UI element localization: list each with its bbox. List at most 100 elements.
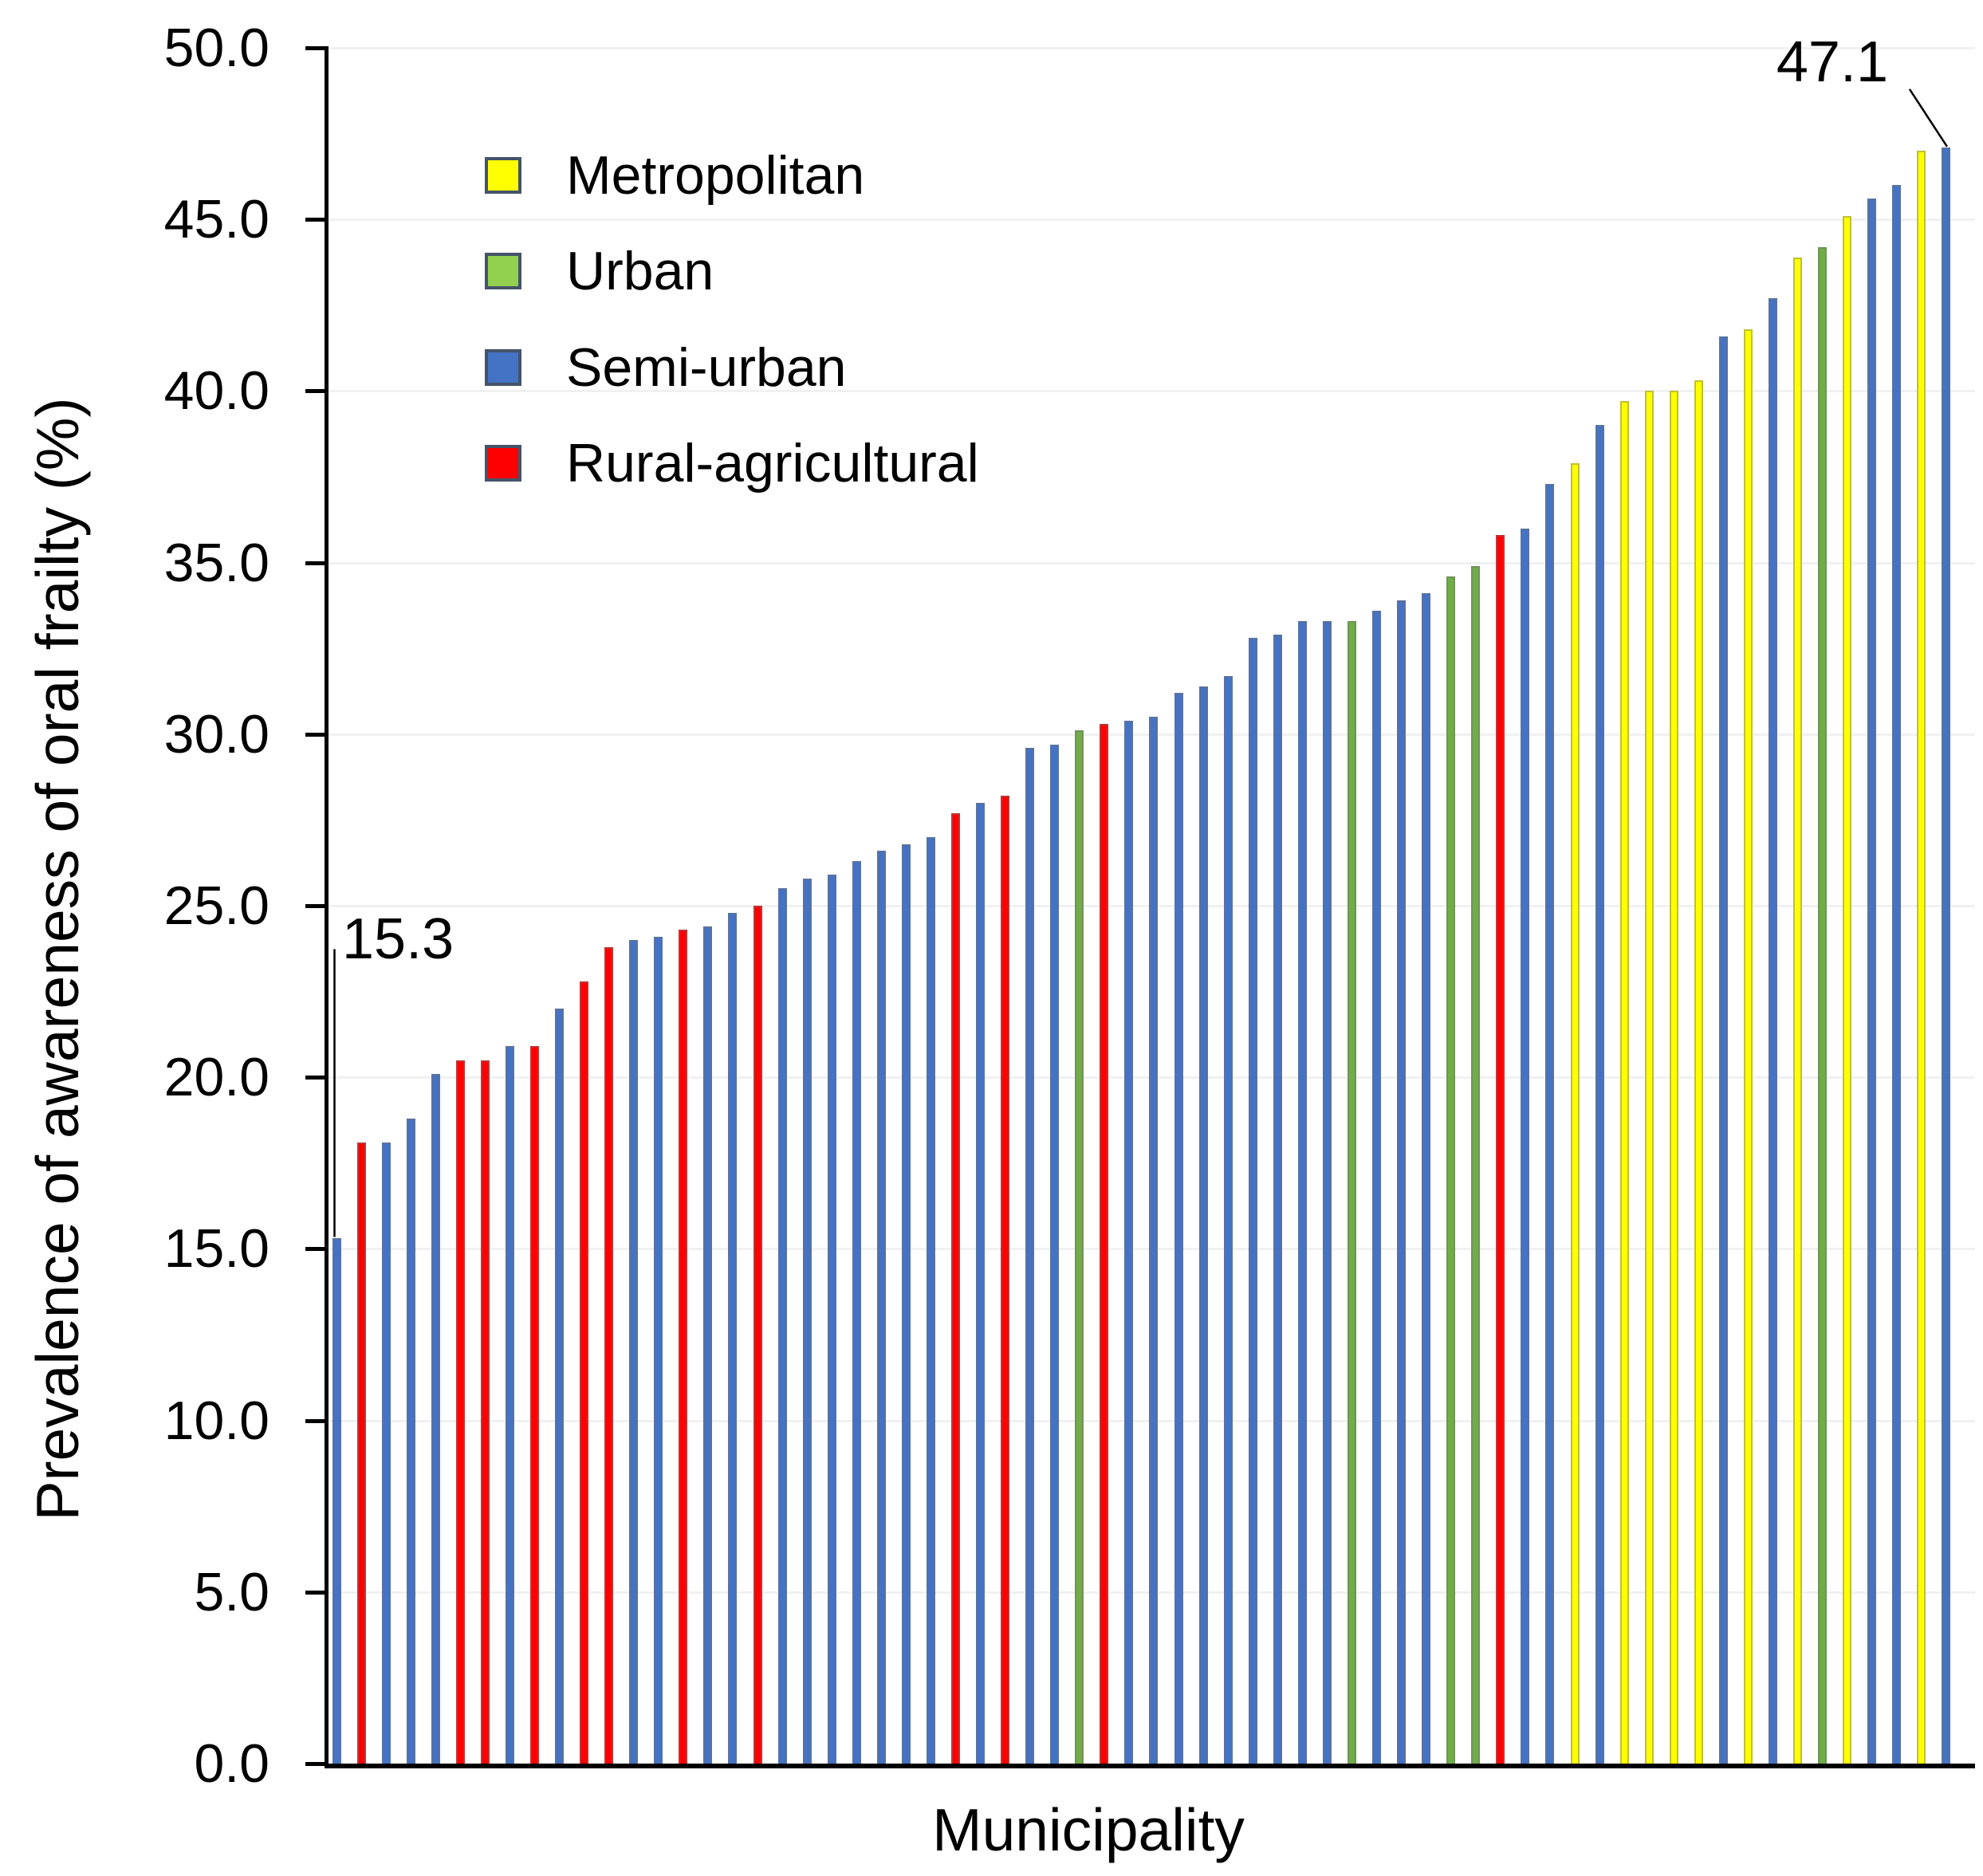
- y-axis-tick: [305, 218, 326, 222]
- bar-25-semi-urban: [926, 836, 935, 1764]
- data-label-47.1: 47.1: [1776, 29, 1889, 94]
- bar-46-urban: [1446, 576, 1456, 1764]
- y-axis-tick: [305, 1247, 326, 1252]
- legend-item-rural-agricultural: Rural-agricultural: [485, 436, 979, 490]
- bar-59-semi-urban: [1768, 298, 1777, 1764]
- bar-17-semi-urban: [728, 912, 738, 1764]
- bar-34-semi-urban: [1149, 717, 1159, 1764]
- bar-56-metropolitan: [1694, 380, 1703, 1764]
- bar-11-rural-agricultural: [580, 981, 589, 1764]
- bar-5-semi-urban: [431, 1073, 440, 1764]
- x-axis-line: [325, 1764, 1975, 1768]
- bar-6-rural-agricultural: [455, 1060, 465, 1764]
- bar-4-semi-urban: [406, 1118, 415, 1764]
- data-label-15.3: 15.3: [342, 907, 454, 972]
- bar-60-metropolitan: [1793, 257, 1803, 1764]
- bar-48-rural-agricultural: [1496, 535, 1505, 1764]
- bar-65-metropolitan: [1917, 151, 1926, 1764]
- bar-30-semi-urban: [1050, 744, 1060, 1764]
- bar-47-urban: [1471, 565, 1481, 1764]
- bar-7-rural-agricultural: [480, 1060, 490, 1764]
- legend-swatch-icon: [485, 445, 521, 482]
- bar-66-semi-urban: [1942, 147, 1951, 1764]
- bar-64-semi-urban: [1892, 185, 1902, 1764]
- gridline-35.0: [327, 561, 1975, 564]
- bar-43-semi-urban: [1372, 610, 1382, 1764]
- y-tick-label: 10.0: [163, 1390, 270, 1451]
- legend-item-urban: Urban: [485, 244, 714, 298]
- bar-54-metropolitan: [1644, 391, 1654, 1764]
- bar-44-semi-urban: [1397, 600, 1407, 1764]
- bar-51-metropolitan: [1570, 462, 1580, 1764]
- bar-18-rural-agricultural: [753, 906, 762, 1764]
- legend-label: Rural-agricultural: [566, 433, 979, 494]
- y-axis-tick: [305, 389, 326, 394]
- bar-24-semi-urban: [901, 844, 911, 1764]
- bar-52-semi-urban: [1595, 425, 1604, 1764]
- legend-label: Semi-urban: [566, 336, 847, 398]
- bar-32-rural-agricultural: [1100, 723, 1109, 1764]
- y-axis-tick: [305, 732, 326, 737]
- bar-63-semi-urban: [1867, 199, 1877, 1764]
- bar-26-rural-agricultural: [951, 812, 960, 1764]
- bar-14-semi-urban: [654, 936, 663, 1764]
- legend-swatch-icon: [485, 157, 521, 194]
- bar-9-rural-agricultural: [529, 1046, 539, 1764]
- bar-10-semi-urban: [555, 1009, 565, 1764]
- legend-label: Metropolitan: [566, 145, 865, 206]
- bar-62-metropolitan: [1843, 215, 1852, 1764]
- bar-39-semi-urban: [1273, 634, 1282, 1764]
- bar-45-semi-urban: [1422, 593, 1431, 1764]
- y-axis-tick: [305, 1762, 326, 1766]
- x-axis-title: Municipality: [932, 1796, 1245, 1863]
- bar-3-semi-urban: [381, 1142, 391, 1764]
- bar-28-rural-agricultural: [1001, 796, 1010, 1764]
- y-tick-label: 0.0: [194, 1733, 270, 1794]
- bar-38-semi-urban: [1248, 638, 1257, 1764]
- bar-53-metropolitan: [1619, 401, 1629, 1764]
- y-tick-label: 40.0: [163, 360, 270, 422]
- bar-13-semi-urban: [629, 940, 639, 1764]
- gridline-45.0: [327, 218, 1975, 222]
- bar-35-semi-urban: [1174, 693, 1183, 1764]
- bar-15-rural-agricultural: [679, 930, 688, 1764]
- y-axis-tick: [305, 1076, 326, 1080]
- bar-22-semi-urban: [852, 861, 861, 1764]
- bar-12-rural-agricultural: [604, 946, 614, 1764]
- y-axis-tick: [305, 904, 326, 908]
- bar-20-semi-urban: [802, 878, 812, 1764]
- bar-49-semi-urban: [1521, 528, 1530, 1764]
- gridline-50.0: [327, 47, 1975, 49]
- y-axis-tick: [305, 1418, 326, 1423]
- bar-33-semi-urban: [1124, 720, 1134, 1764]
- legend-item-metropolitan: Metropolitan: [485, 148, 864, 203]
- bar-19-semi-urban: [777, 888, 787, 1764]
- bar-29-semi-urban: [1025, 748, 1035, 1764]
- bar-58-metropolitan: [1743, 328, 1753, 1764]
- bar-31-urban: [1075, 730, 1084, 1764]
- bar-23-semi-urban: [876, 851, 886, 1764]
- y-tick-label: 15.0: [163, 1218, 270, 1280]
- bar-27-semi-urban: [976, 802, 986, 1764]
- y-tick-label: 20.0: [163, 1047, 270, 1108]
- legend-swatch-icon: [485, 348, 521, 386]
- bar-41-semi-urban: [1322, 620, 1332, 1764]
- y-tick-label: 5.0: [194, 1561, 270, 1622]
- bar-21-semi-urban: [827, 875, 836, 1764]
- gridline-40.0: [327, 390, 1975, 393]
- y-axis-tick: [305, 560, 326, 565]
- bar-40-semi-urban: [1297, 620, 1307, 1764]
- y-tick-label: 30.0: [163, 703, 270, 765]
- bar-8-semi-urban: [505, 1046, 514, 1764]
- bar-2-rural-agricultural: [356, 1142, 366, 1764]
- y-tick-label: 45.0: [163, 189, 270, 250]
- bar-1-semi-urban: [332, 1238, 341, 1764]
- legend-item-semi-urban: Semi-urban: [485, 340, 847, 395]
- y-tick-label: 50.0: [163, 18, 270, 78]
- bar-50-semi-urban: [1545, 483, 1555, 1764]
- bar-61-urban: [1818, 246, 1828, 1764]
- legend-label: Urban: [566, 241, 714, 302]
- y-axis-tick: [305, 46, 326, 50]
- bar-16-semi-urban: [703, 926, 713, 1764]
